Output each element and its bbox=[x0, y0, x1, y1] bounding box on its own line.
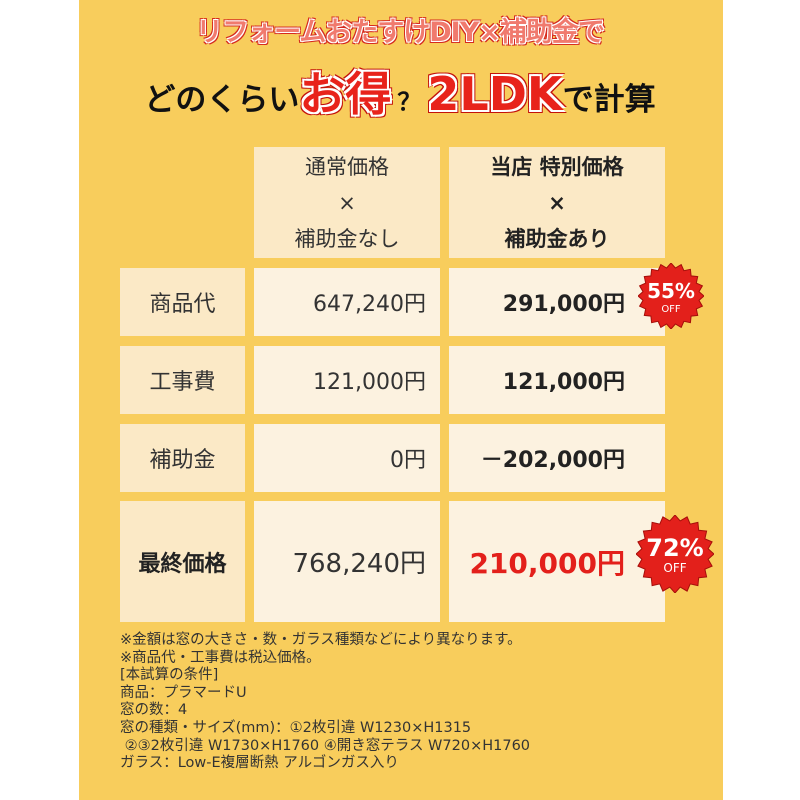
header-line: 補助金なし bbox=[294, 226, 400, 251]
row-label: 工事費 bbox=[120, 346, 245, 414]
headline-line2: どのくらいお得？ 2LDKで計算 bbox=[0, 58, 800, 124]
starburst-shape bbox=[638, 263, 704, 329]
normal-price: 768,240円 bbox=[254, 501, 440, 622]
note-line: 窓の数：4 bbox=[120, 702, 188, 719]
headline-highlight-otoku: お得 bbox=[299, 67, 392, 121]
headline-text-a: どのくらい bbox=[144, 82, 300, 118]
note-line: 窓の種類・サイズ(mm)：①2枚引違 W1230×H1315 bbox=[120, 719, 472, 736]
special-price: 210,000円 bbox=[449, 501, 665, 622]
column-header-special: 当店 特別価格 × 補助金あり bbox=[449, 147, 665, 258]
badge-off: OFF bbox=[663, 561, 686, 575]
header-line: 当店 特別価格 bbox=[490, 154, 624, 179]
special-price: 291,000円 bbox=[449, 268, 665, 336]
headline-text-e: で計算 bbox=[562, 82, 656, 118]
note-line: ※商品代・工事費は税込価格。 bbox=[120, 649, 321, 666]
normal-price: 647,240円 bbox=[254, 268, 440, 336]
badge-percent: 72% bbox=[646, 534, 703, 562]
header-line: × bbox=[338, 190, 356, 215]
column-header-normal: 通常価格 × 補助金なし bbox=[254, 147, 440, 258]
header-line: × bbox=[548, 190, 566, 215]
row-label: 商品代 bbox=[120, 268, 245, 336]
special-price: 121,000円 bbox=[449, 346, 665, 414]
badge-percent: 55% bbox=[647, 279, 695, 303]
note-line: [本試算の条件] bbox=[120, 667, 219, 684]
discount-badge: 55%OFF bbox=[638, 263, 704, 329]
headline-line1: リフォームおたすけDIY×補助金で bbox=[196, 17, 605, 48]
note-line: ガラス：Low-E複層断熱 アルゴンガス入り bbox=[120, 755, 399, 772]
headline-highlight-2ldk: 2LDK bbox=[427, 67, 563, 121]
special-price: －202,000円 bbox=[449, 424, 665, 492]
starburst-shape bbox=[636, 514, 714, 593]
header-line: 通常価格 bbox=[305, 154, 389, 179]
note-line: 商品：プラマードU bbox=[120, 684, 247, 701]
badge-off: OFF bbox=[661, 304, 681, 315]
row-label: 補助金 bbox=[120, 424, 245, 492]
notes: ※金額は窓の大きさ・数・ガラス種類などにより異なります。 ※商品代・工事費は税込価… bbox=[120, 632, 530, 773]
note-line: ②③2枚引違 W1730×H1760 ④開き窓テラス W720×H1760 bbox=[120, 737, 531, 754]
normal-price: 121,000円 bbox=[254, 346, 440, 414]
row-label: 最終価格 bbox=[120, 501, 245, 622]
note-line: ※金額は窓の大きさ・数・ガラス種類などにより異なります。 bbox=[120, 632, 522, 648]
discount-badge: 72%OFF bbox=[636, 514, 714, 593]
header-line: 補助金あり bbox=[504, 226, 610, 251]
headline-question: ？ bbox=[397, 88, 422, 116]
normal-price: 0円 bbox=[254, 424, 440, 492]
